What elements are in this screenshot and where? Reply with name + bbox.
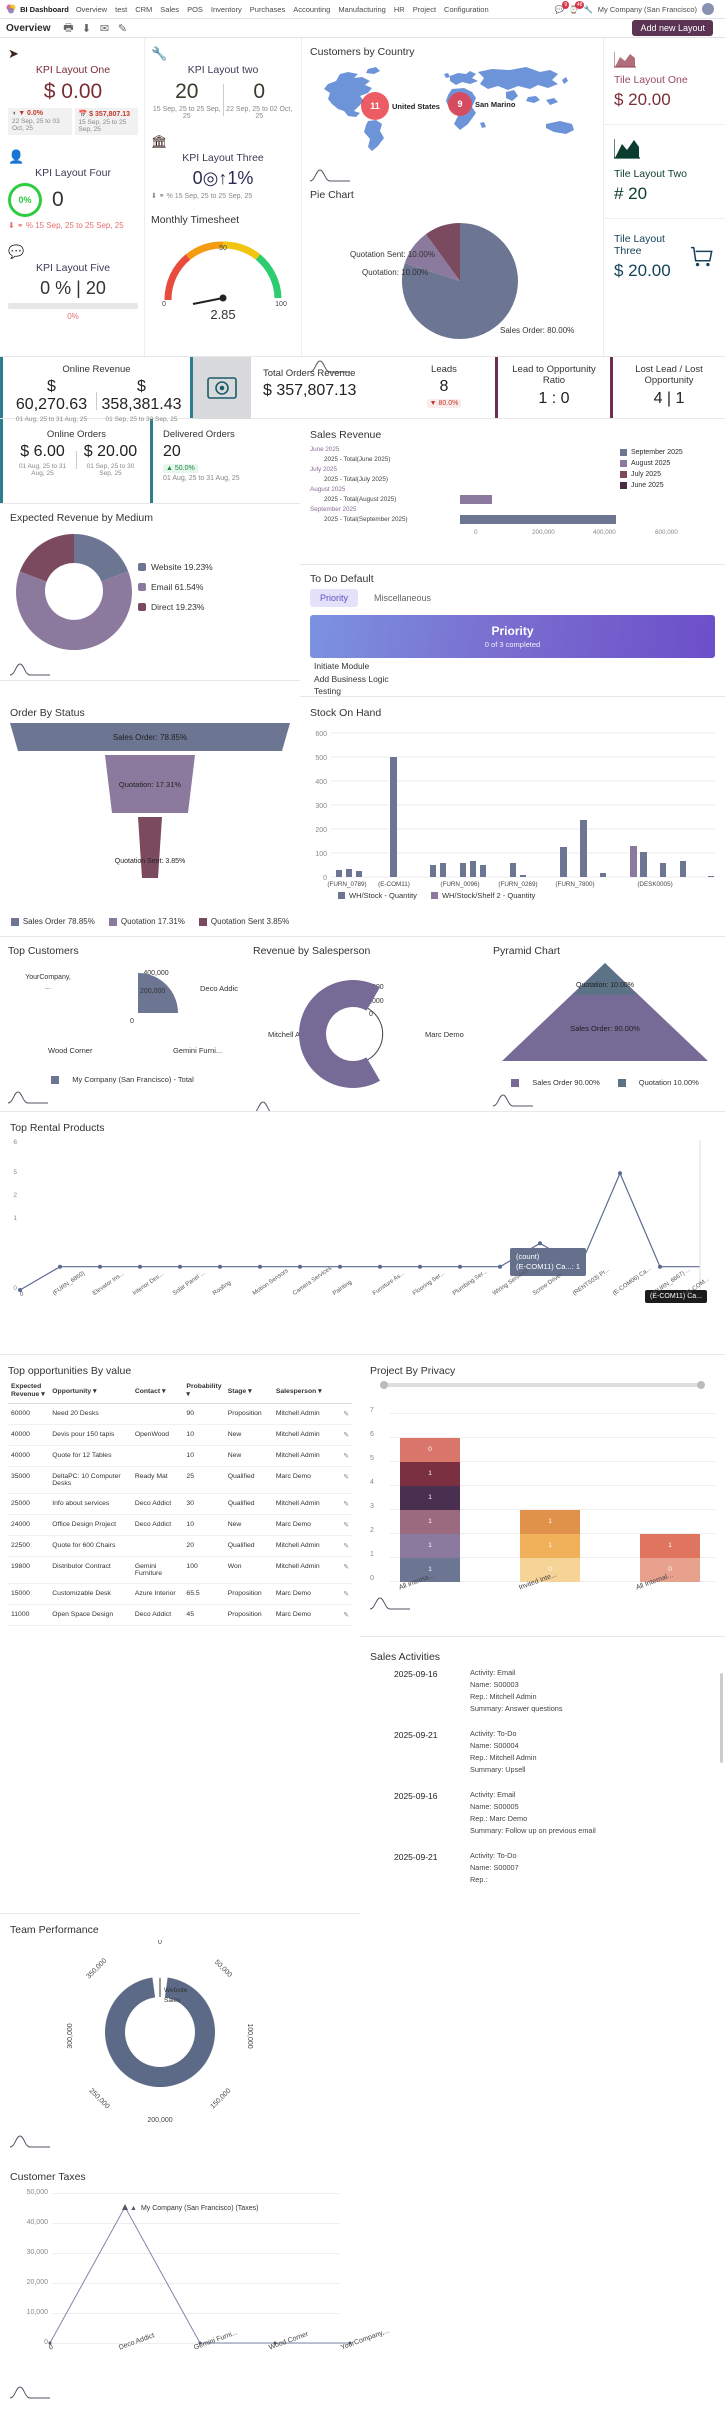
svg-text:Sales Order: 90.00%: Sales Order: 90.00% — [570, 1024, 640, 1033]
svg-text:300: 300 — [315, 803, 327, 810]
svg-text:YourCompany,: YourCompany, — [25, 974, 71, 981]
svg-text:Sales Order: 80.00%: Sales Order: 80.00% — [500, 326, 574, 335]
svg-text:250,000: 250,000 — [88, 2088, 111, 2111]
svg-text:(FURN_0789): (FURN_0789) — [327, 881, 366, 888]
svg-text:(FURN_7800): (FURN_7800) — [555, 881, 594, 888]
svg-text:0: 0 — [162, 301, 166, 308]
svg-text:(FURN_0096): (FURN_0096) — [440, 881, 479, 888]
svg-text:...: ... — [45, 984, 51, 991]
svg-text:200,000: 200,000 — [147, 2117, 172, 2124]
svg-text:(E-COM11): (E-COM11) — [378, 881, 410, 888]
svg-text:0: 0 — [158, 1940, 162, 1946]
svg-text:200: 200 — [315, 827, 327, 834]
svg-text:United States: United States — [392, 102, 440, 111]
svg-text:50,000: 50,000 — [213, 1959, 233, 1979]
svg-text:Quotation Sent: 10.00%: Quotation Sent: 10.00% — [350, 250, 435, 259]
svg-text:Marc Demo: Marc Demo — [425, 1030, 464, 1039]
svg-text:Sales Order: 78.85%: Sales Order: 78.85% — [113, 733, 187, 742]
svg-text:11: 11 — [370, 101, 380, 111]
svg-text:600: 600 — [315, 731, 327, 738]
svg-text:1: 1 — [13, 1215, 17, 1222]
svg-text:150,000: 150,000 — [210, 2088, 233, 2111]
svg-text:Quotation: 17.31%: Quotation: 17.31% — [119, 780, 181, 789]
svg-text:6: 6 — [13, 1139, 17, 1146]
svg-text:400: 400 — [315, 779, 327, 786]
svg-text:500: 500 — [315, 755, 327, 762]
svg-text:5: 5 — [13, 1169, 17, 1176]
svg-text:300,000: 300,000 — [67, 2024, 74, 2049]
svg-text:Deco Addict: Deco Addict — [200, 984, 238, 993]
svg-text:350,000: 350,000 — [86, 1958, 109, 1981]
svg-text:100,000: 100,000 — [246, 2024, 253, 2049]
svg-text:Quotation: 10.00%: Quotation: 10.00% — [362, 268, 428, 277]
svg-text:100: 100 — [275, 301, 287, 308]
svg-text:Quotation: 10.00%: Quotation: 10.00% — [576, 982, 634, 989]
svg-text:(FURN_0269): (FURN_0269) — [498, 881, 537, 888]
svg-text:50: 50 — [219, 245, 227, 252]
svg-text:200,000: 200,000 — [140, 988, 165, 995]
svg-text:Gemini Furni...: Gemini Furni... — [173, 1046, 222, 1055]
svg-text:San Marino: San Marino — [475, 100, 516, 109]
svg-text:(DESK0005): (DESK0005) — [637, 881, 672, 888]
svg-text:Quotation Sent: 3.85%: Quotation Sent: 3.85% — [115, 858, 185, 865]
svg-text:Wood Corner: Wood Corner — [48, 1046, 93, 1055]
svg-text:100: 100 — [315, 851, 327, 858]
svg-text:Website: Website — [164, 1987, 188, 1994]
svg-text:Sales: Sales — [164, 1997, 181, 2004]
svg-text:9: 9 — [457, 99, 462, 109]
svg-text:2: 2 — [13, 1192, 17, 1199]
svg-text:0: 0 — [130, 1018, 134, 1025]
